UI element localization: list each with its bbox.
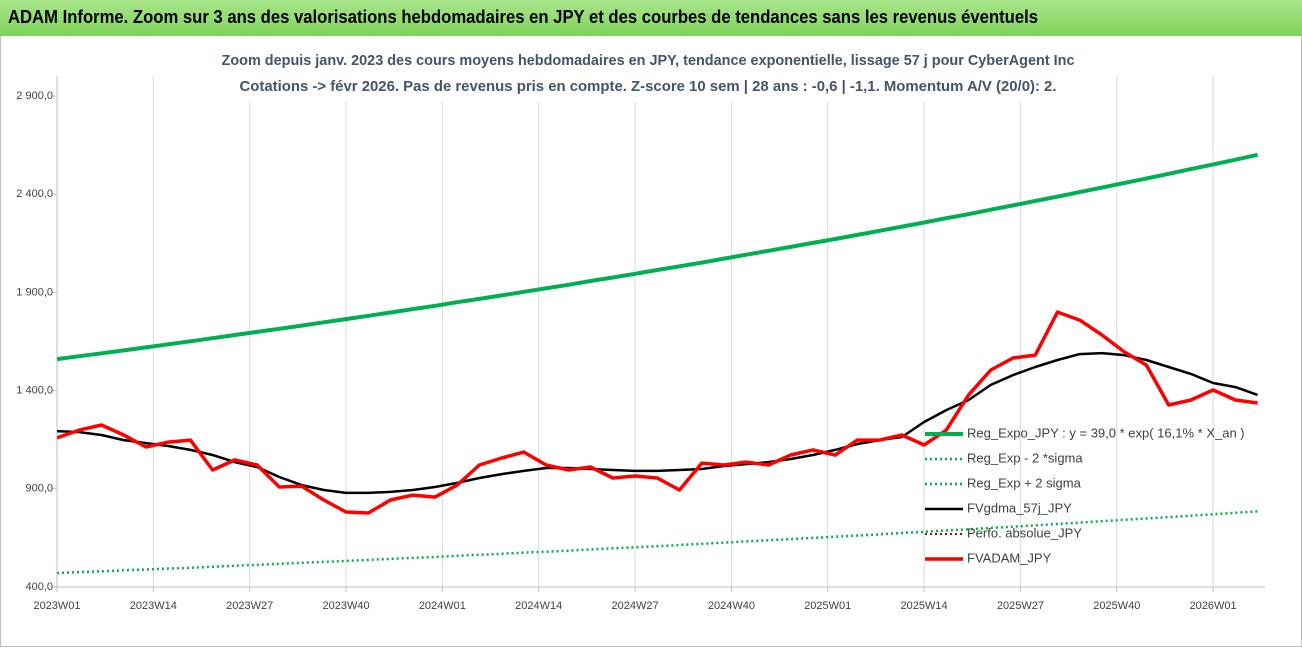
y-tick-label: 400,0 <box>25 581 53 593</box>
y-tick-label: 2 400,0 <box>16 188 53 200</box>
x-tick-label: 2023W40 <box>322 600 369 612</box>
subtitle-box <box>218 46 1086 102</box>
series-line <box>57 510 1258 575</box>
y-tick-label: 900,0 <box>25 483 53 495</box>
legend-label: Reg_Exp + 2 sigma <box>967 475 1082 490</box>
x-tick-label: 2024W14 <box>515 600 562 612</box>
x-tick-label: 2024W40 <box>708 600 755 612</box>
y-tick-label: 1 400,0 <box>16 385 53 397</box>
legend-label: Perfo. absolue_JPY <box>967 525 1082 540</box>
title-bar <box>0 0 1302 36</box>
x-tick-label: 2023W01 <box>33 600 80 612</box>
x-tick-label: 2023W14 <box>130 600 177 612</box>
x-tick-label: 2024W27 <box>612 600 659 612</box>
x-tick-label: 2023W27 <box>226 600 273 612</box>
x-tick-label: 2025W40 <box>1093 600 1140 612</box>
x-tick-label: 2025W14 <box>901 600 948 612</box>
chart-title: ADAM Informe. Zoom sur 3 ans des valoris… <box>8 7 1038 27</box>
legend-label: Reg_Exp - 2 *sigma <box>967 450 1083 465</box>
x-tick-label: 2025W27 <box>997 600 1044 612</box>
y-tick-label: 1 900,0 <box>16 286 53 298</box>
x-tick-label: 2025W01 <box>804 600 851 612</box>
x-tick-label: 2026W01 <box>1190 600 1237 612</box>
series-line <box>57 152 1259 362</box>
legend-label: FVADAM_JPY <box>967 550 1052 565</box>
legend-label: Reg_Expo_JPY : y = 39,0 * exp( 16,1% * X… <box>967 425 1245 440</box>
subtitle: Cotations -> févr 2026. Pas de revenus p… <box>240 78 1057 95</box>
x-tick-label: 2024W01 <box>419 600 466 612</box>
subtitle: Zoom depuis janv. 2023 des cours moyens … <box>222 52 1075 69</box>
y-tick-label: 2 900,0 <box>16 90 53 102</box>
series-line <box>57 310 1258 515</box>
legend-label: FVgdma_57j_JPY <box>967 500 1072 515</box>
